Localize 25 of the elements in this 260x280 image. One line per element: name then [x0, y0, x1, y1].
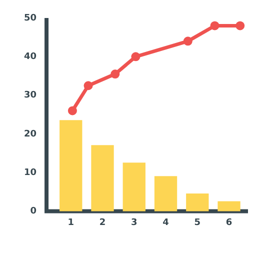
bar: [91, 145, 114, 212]
y-tick-label: 50: [24, 13, 37, 24]
y-tick-label: 30: [24, 90, 37, 101]
point: [84, 81, 93, 90]
bar: [218, 201, 240, 212]
bar: [122, 162, 146, 212]
x-tick-label: 2: [99, 218, 106, 228]
point: [68, 106, 77, 116]
bar: [60, 120, 82, 212]
bar: [154, 176, 178, 212]
y-tick-label: 20: [24, 129, 37, 140]
x-tick-label: 1: [68, 218, 74, 228]
bar: [186, 193, 209, 212]
point: [183, 36, 192, 46]
x-tick-label: 4: [162, 218, 169, 228]
point: [210, 21, 220, 30]
point: [236, 21, 245, 30]
y-tick-label: 40: [24, 52, 37, 62]
point: [110, 70, 120, 79]
y-tick-label: 10: [24, 168, 37, 178]
y-tick-label: 0: [30, 206, 37, 217]
point: [131, 52, 140, 62]
x-tick-label: 5: [194, 218, 201, 228]
x-tick-label: 6: [226, 218, 232, 228]
x-tick-label: 3: [131, 218, 138, 228]
